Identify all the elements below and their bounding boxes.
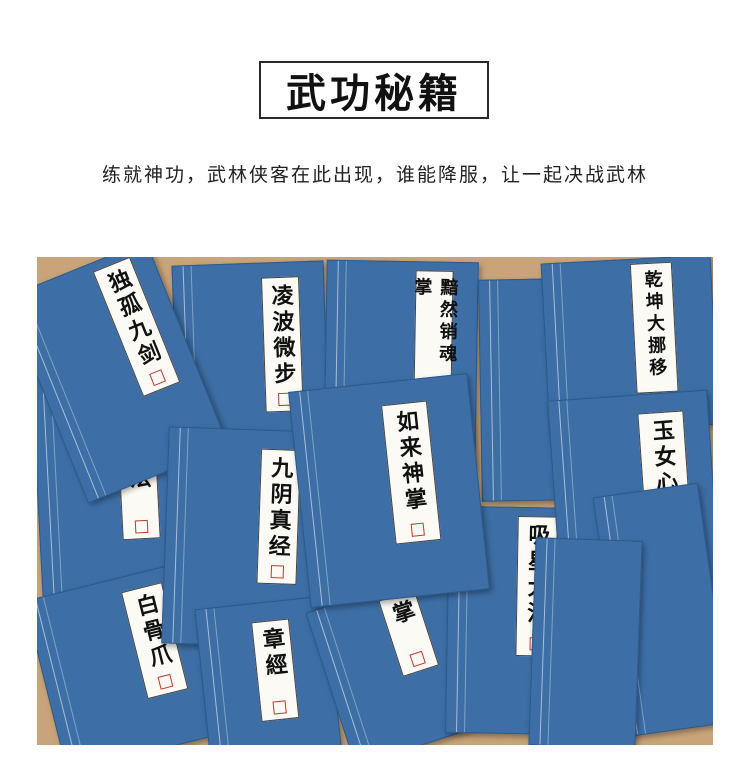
book-title: 如来神掌 — [391, 408, 429, 515]
seal-stamp — [409, 650, 426, 668]
page-title: 武功秘籍 — [286, 70, 462, 117]
book-label: 乾坤大挪移 — [629, 261, 679, 394]
seal-stamp — [148, 369, 166, 387]
book-title: 独孤九剑 — [101, 265, 165, 373]
book-label: 章經 — [251, 618, 300, 722]
book-label: 独孤九剑 — [92, 257, 181, 397]
book-title: 乾坤大挪移 — [641, 269, 668, 381]
seal-stamp — [157, 674, 173, 690]
seal-stamp — [134, 519, 148, 534]
book-rulai: 如来神掌 — [288, 373, 490, 608]
seal-stamp — [410, 522, 425, 537]
seal-stamp — [272, 700, 287, 715]
book-label: 掌 — [378, 589, 440, 677]
book-title: 章經 — [257, 626, 290, 681]
title-frame: 武功秘籍 — [259, 61, 489, 119]
product-photo: 凌波微步 黯然销魂掌 乾坤大挪移 法 独孤九剑 白骨爪 九阴 — [37, 257, 713, 745]
book-title: 黯然销魂掌 — [411, 277, 459, 366]
book-bottom-center — [528, 537, 643, 745]
book-label: 九阴真经 — [256, 448, 302, 585]
book-title: 掌 — [386, 597, 419, 631]
book-label: 如来神掌 — [381, 400, 442, 545]
book-title: 九阴真经 — [264, 455, 294, 561]
book-title: 凌波微步 — [267, 283, 297, 389]
subtitle: 练就神功，武林侠客在此出现，谁能降服，让一起决战武林 — [101, 164, 648, 186]
seal-stamp — [270, 565, 284, 579]
